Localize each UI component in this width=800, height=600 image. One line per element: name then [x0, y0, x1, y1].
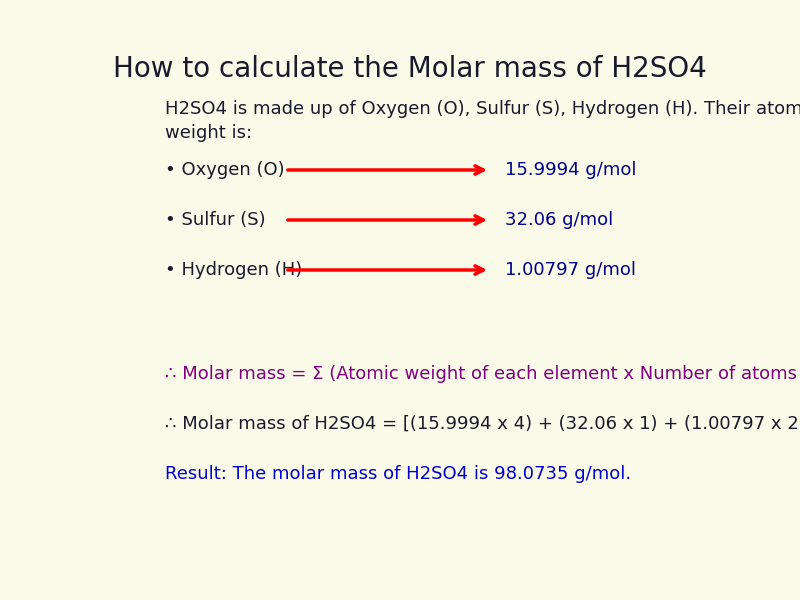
Text: Result: The molar mass of H2SO4 is 98.0735 g/mol.: Result: The molar mass of H2SO4 is 98.07…: [165, 465, 631, 483]
Text: 32.06 g/mol: 32.06 g/mol: [505, 211, 614, 229]
Text: H2SO4 is made up of Oxygen (O), Sulfur (S), Hydrogen (H). Their atomic
weight is: H2SO4 is made up of Oxygen (O), Sulfur (…: [165, 100, 800, 142]
Text: • Sulfur (S): • Sulfur (S): [165, 211, 266, 229]
Text: 1.00797 g/mol: 1.00797 g/mol: [505, 261, 636, 279]
Text: • Oxygen (O): • Oxygen (O): [165, 161, 285, 179]
Text: • Hydrogen (H): • Hydrogen (H): [165, 261, 302, 279]
Text: ∴ Molar mass of H2SO4 = [(15.9994 x 4) + (32.06 x 1) + (1.00797 x 2)]: ∴ Molar mass of H2SO4 = [(15.9994 x 4) +…: [165, 415, 800, 433]
Text: How to calculate the Molar mass of H2SO4: How to calculate the Molar mass of H2SO4: [113, 55, 707, 83]
Text: ∴ Molar mass = Σ (Atomic weight of each element x Number of atoms: ∴ Molar mass = Σ (Atomic weight of each …: [165, 365, 797, 383]
Text: 15.9994 g/mol: 15.9994 g/mol: [505, 161, 637, 179]
